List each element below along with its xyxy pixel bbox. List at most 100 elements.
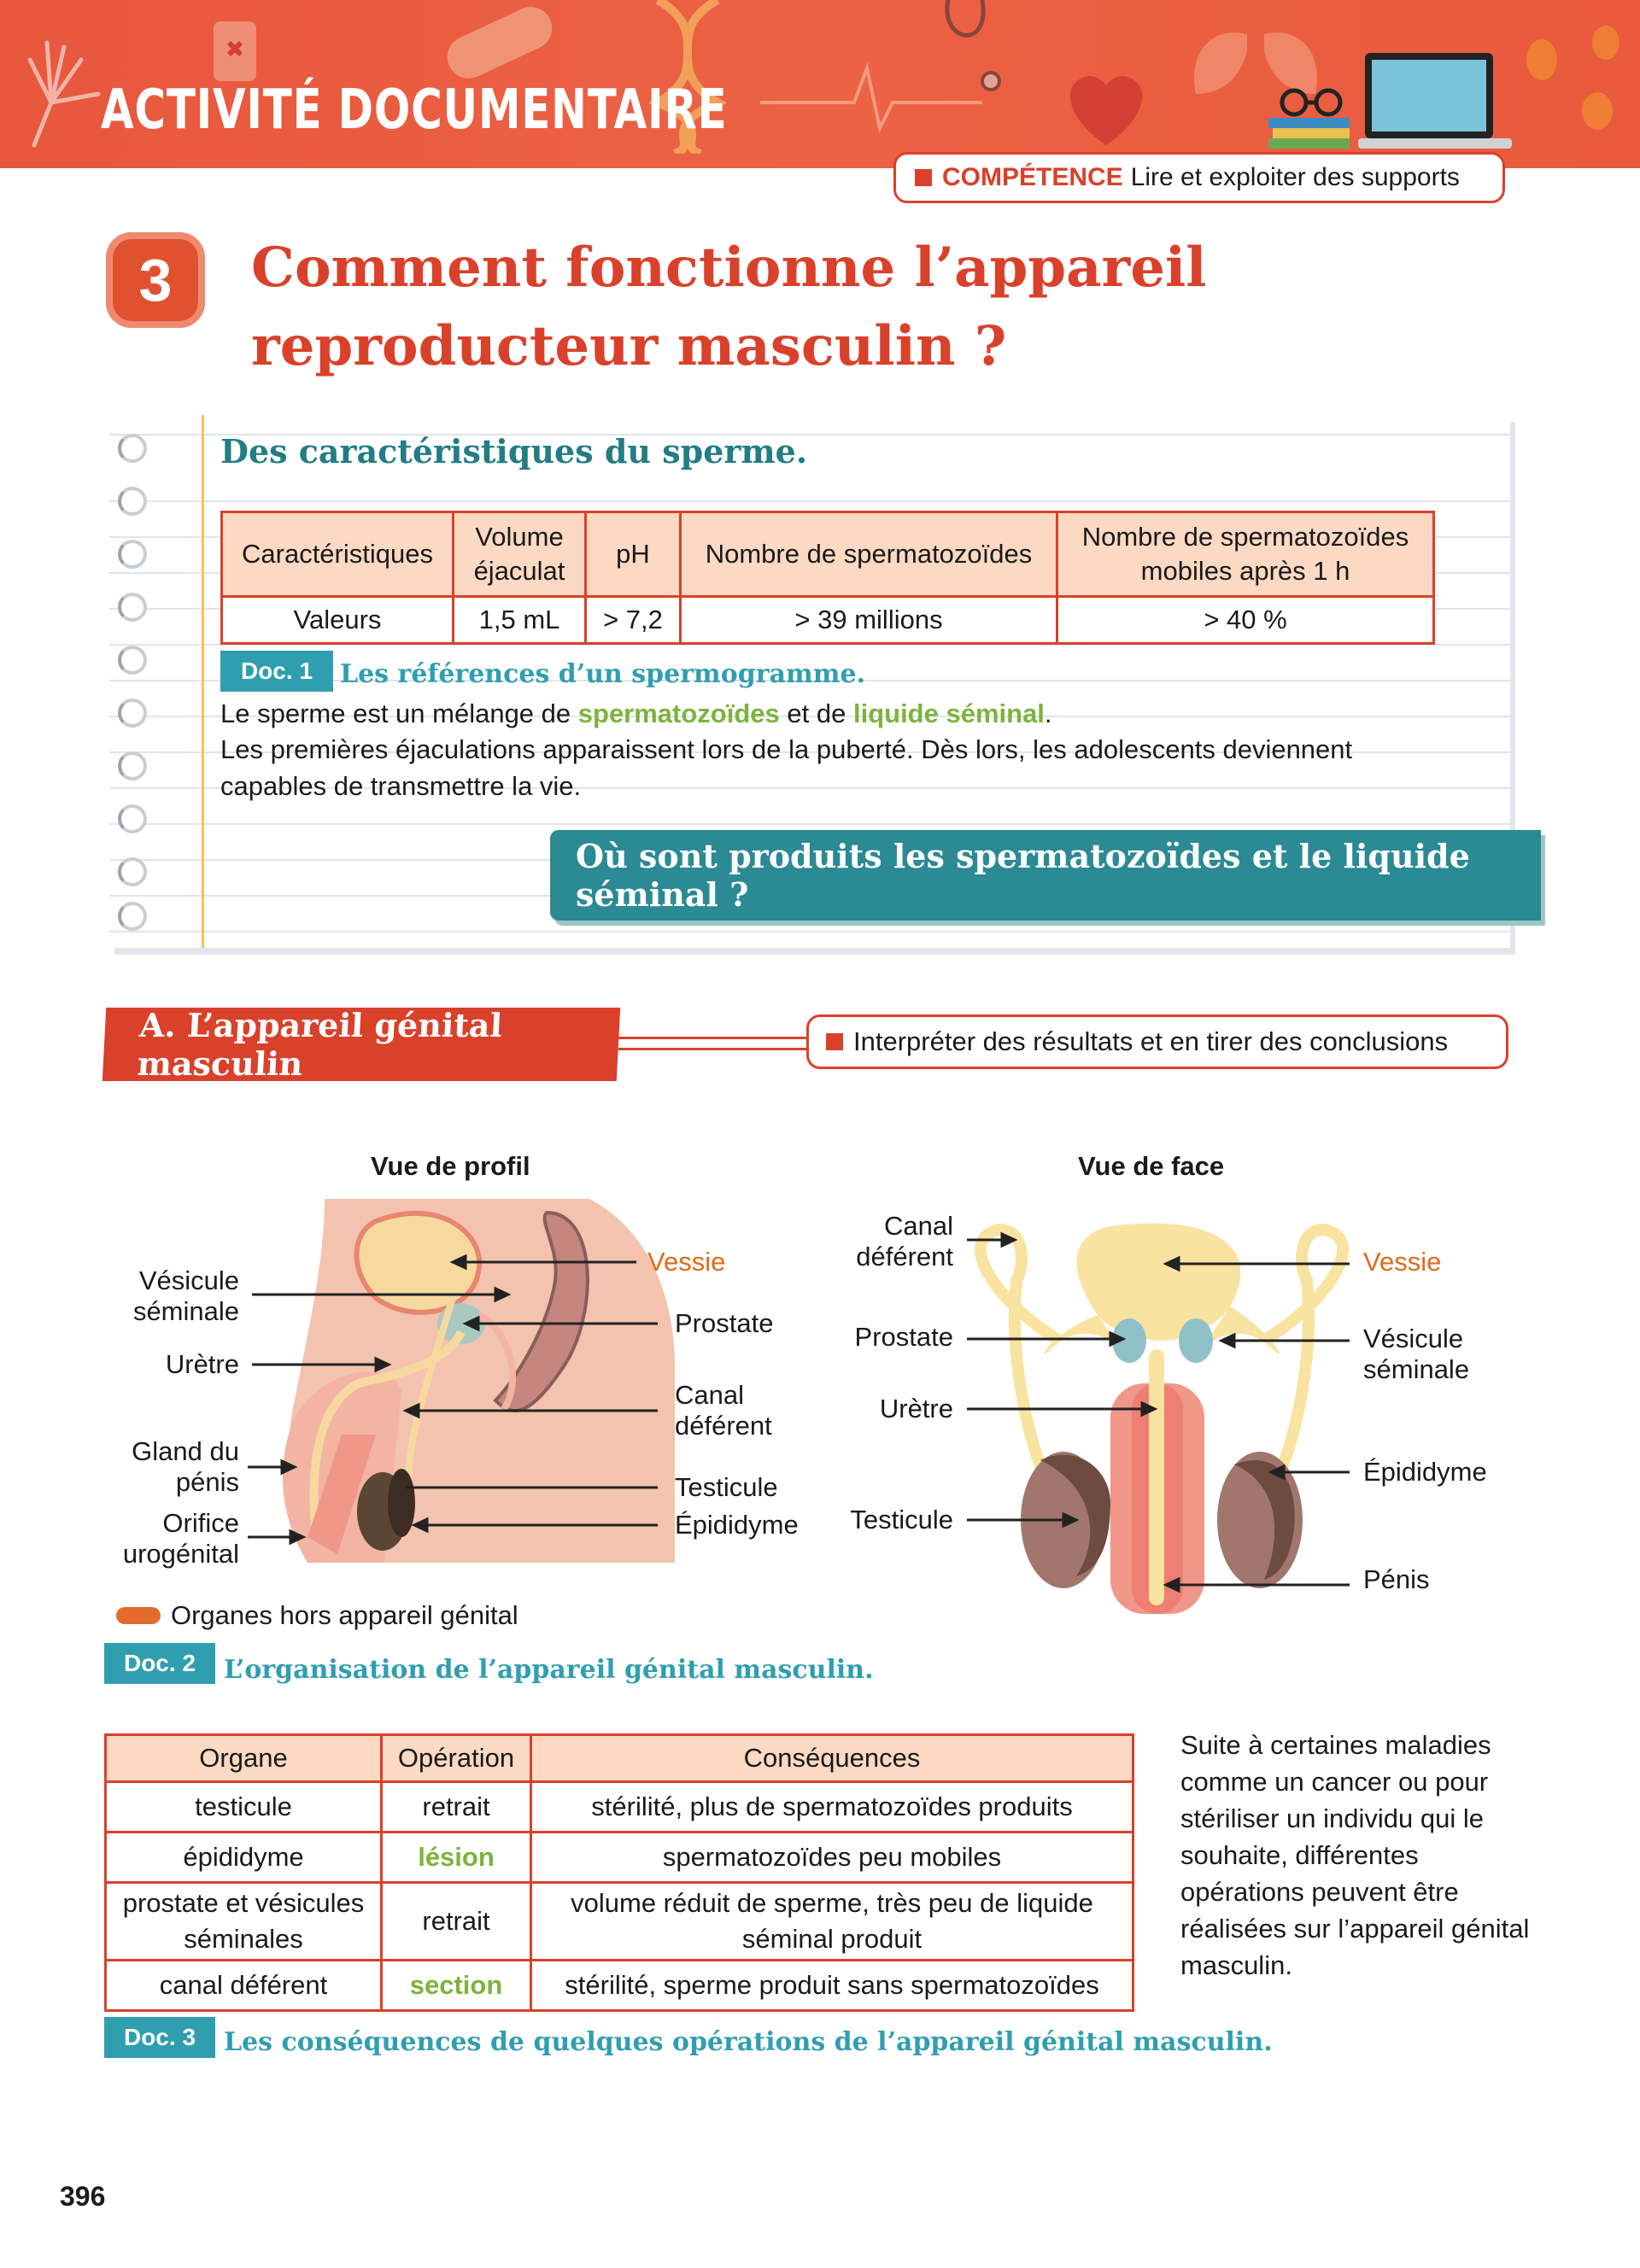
label-penis-face: Pénis <box>1363 1564 1430 1594</box>
doc1-caption: Les références d’un spermogramme. <box>340 659 866 689</box>
ring-icon <box>118 857 147 886</box>
table-cell: 1,5 mL <box>452 595 587 645</box>
heartbeat-icon <box>760 61 982 133</box>
label-vesicule-seminale-face: Vésicule séminale <box>1363 1324 1470 1384</box>
leaf-icon <box>1526 26 1620 130</box>
spermogram-table: Caractéristiques Volume éjaculat pH Nomb… <box>220 511 1435 645</box>
skill-box: Interpréter des résultats et en tirer de… <box>806 1014 1508 1069</box>
table-row: prostate et vésicules séminales retrait … <box>104 1881 1134 1961</box>
table-cell: retrait <box>380 1780 532 1833</box>
label-gland-du-penis: Gland du pénis <box>132 1436 239 1497</box>
doc1-heading: Des caractéristiques du sperme. <box>220 432 808 471</box>
ring-icon <box>118 751 147 780</box>
table-cell: retrait <box>380 1881 532 1961</box>
section-a-connector <box>618 1037 806 1050</box>
label-vesicule-seminale: Vésicule séminale <box>132 1266 239 1326</box>
profile-view-title: Vue de profil <box>371 1151 530 1181</box>
question-box: Où sont produits les spermatozoïdes et l… <box>550 830 1541 921</box>
table-header-cell: Organe <box>104 1733 383 1783</box>
laptop-icon <box>1358 53 1512 149</box>
table-header-row: Caractéristiques Volume éjaculat pH Nomb… <box>220 511 1435 598</box>
table-cell: section <box>380 1959 532 2012</box>
stethoscope-icon <box>945 0 1001 91</box>
header-banner: ACTIVITÉ DOCUMENTAIRE <box>0 0 1640 168</box>
ring-icon <box>118 699 147 728</box>
ring-icon <box>118 804 147 833</box>
lungs-icon <box>1194 0 1317 94</box>
label-vessie-profile: Vessie <box>647 1247 726 1277</box>
label-testicule-profile: Testicule <box>675 1472 778 1502</box>
operations-table: Organe Opération Conséquences testicule … <box>104 1733 1134 2012</box>
face-view-title: Vue de face <box>1078 1151 1225 1181</box>
ring-icon <box>118 487 147 516</box>
skill-text: Interpréter des résultats et en tirer de… <box>853 1026 1449 1056</box>
banner-title: ACTIVITÉ DOCUMENTAIRE <box>101 79 728 142</box>
doc3-tag: Doc. 3 <box>104 2017 215 2058</box>
table-header-cell: Opération <box>380 1733 532 1783</box>
label-uretre: Urètre <box>165 1349 239 1379</box>
medicine-bottle-icon <box>214 21 256 81</box>
books-glasses-icon <box>1268 88 1350 149</box>
doc3-side-text: Suite à certaines maladies comme un canc… <box>1180 1730 1530 1980</box>
text-span: Le sperme est un mélange de <box>220 699 578 728</box>
legend-label: Organes hors appareil génital <box>171 1600 518 1630</box>
table-header-row: Organe Opération Conséquences <box>104 1733 1134 1783</box>
label-orifice-urogenital: Orifice urogénital <box>122 1508 239 1569</box>
table-cell: > 39 millions <box>679 595 1058 645</box>
dna-icon <box>647 0 728 154</box>
heart-organ-icon <box>1069 75 1143 145</box>
label-epididyme-profile: Épididyme <box>675 1510 799 1540</box>
table-cell: Valeurs <box>220 595 454 645</box>
table-cell: stérilité, sperme produit sans spermatoz… <box>530 1959 1134 2012</box>
table-cell: prostate et vésicules séminales <box>104 1881 383 1961</box>
label-epididyme-face: Épididyme <box>1363 1457 1487 1487</box>
table-header-cell: Volume éjaculat <box>452 511 587 598</box>
table-header-cell: Nombre de spermatozoïdes <box>679 511 1058 598</box>
page-title: Comment fonctionne l’appareil reproducte… <box>251 236 1207 378</box>
table-cell: > 7,2 <box>584 595 682 645</box>
doc3-caption: Les conséquences de quelques opérations … <box>224 2027 1273 2057</box>
square-bullet-icon <box>826 1033 843 1050</box>
table-row: canal déférent section stérilité, sperme… <box>104 1959 1134 2012</box>
label-canal-deferent-profile: Canal déférent <box>675 1380 772 1441</box>
table-cell: épididyme <box>104 1831 383 1884</box>
doc2-tag: Doc. 2 <box>104 1643 215 1684</box>
label-testicule-face: Testicule <box>850 1505 953 1534</box>
doc1-paragraph-2: Les premières éjaculations apparaissent … <box>220 734 1353 801</box>
table-row: épididyme lésion spermatozoïdes peu mobi… <box>104 1831 1134 1884</box>
ring-icon <box>118 540 147 569</box>
ring-icon <box>118 646 147 675</box>
legend-swatch <box>116 1607 161 1624</box>
face-arrows <box>967 1231 1350 1593</box>
competence-key: COMPÉTENCE <box>942 163 1123 191</box>
table-header-cell: pH <box>584 511 682 598</box>
table-cell: volume réduit de sperme, très peu de liq… <box>530 1881 1134 1961</box>
doc1-paragraph-1: Le sperme est un mélange de spermatozoïd… <box>220 695 1052 732</box>
label-vessie-face: Vessie <box>1363 1247 1442 1277</box>
label-uretre-face: Urètre <box>879 1394 953 1423</box>
notebook-margin-line <box>202 415 204 948</box>
ring-icon <box>118 434 147 463</box>
activity-number-badge: 3 <box>106 232 205 328</box>
doc2-caption: L’organisation de l’appareil génital mas… <box>224 1655 874 1685</box>
table-cell: > 40 % <box>1056 595 1435 645</box>
ring-icon <box>118 902 147 931</box>
keyword-spermatozoides: spermatozoïdes <box>577 699 780 728</box>
table-cell: canal déférent <box>104 1959 383 2012</box>
table-cell: testicule <box>104 1780 383 1833</box>
table-cell: spermatozoïdes peu mobiles <box>530 1831 1134 1884</box>
keyword-liquide-seminal: liquide séminal <box>852 699 1045 728</box>
competence-text: Lire et exploiter des supports <box>1130 163 1460 191</box>
profile-arrows <box>248 1254 658 1546</box>
ring-icon <box>118 593 147 622</box>
competence-box: COMPÉTENCE Lire et exploiter des support… <box>893 152 1505 203</box>
text-span: et de <box>779 699 853 728</box>
square-bullet-icon <box>915 169 932 186</box>
table-cell: lésion <box>380 1831 532 1884</box>
profile-anatomy <box>282 1199 675 1563</box>
face-anatomy <box>974 1223 1350 1614</box>
skeleton-hand-icon <box>27 40 101 148</box>
label-prostate-profile: Prostate <box>675 1308 774 1338</box>
doc1-tag: Doc. 1 <box>220 651 333 692</box>
